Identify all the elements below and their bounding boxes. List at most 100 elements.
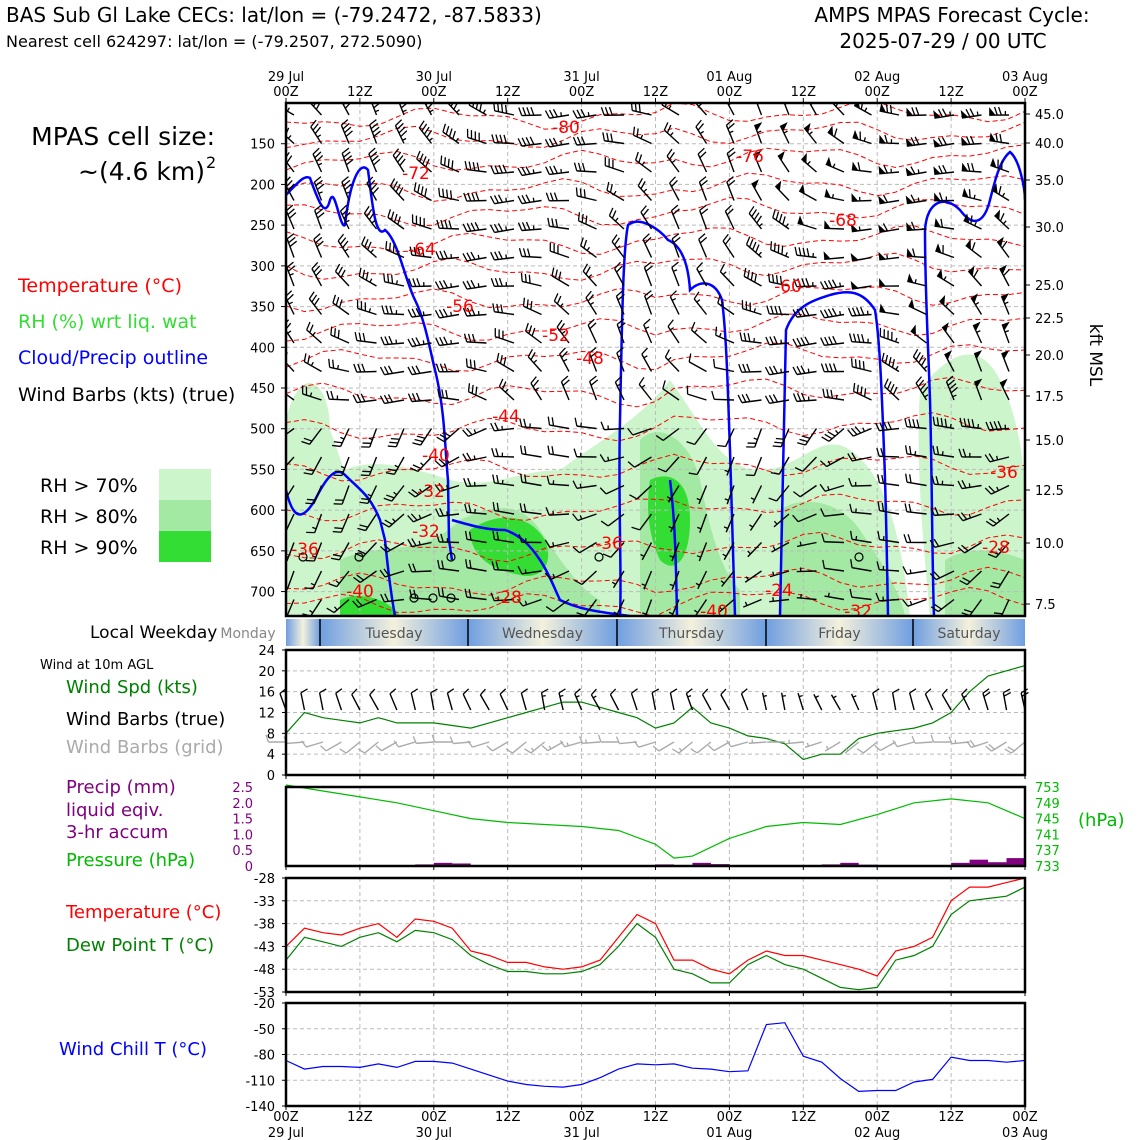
upper-wind-barb bbox=[599, 454, 606, 462]
upper-wind-barb bbox=[604, 456, 625, 463]
upper-wind-barb bbox=[934, 453, 955, 458]
upper-wind-barb bbox=[549, 114, 570, 119]
upper-wind-barb bbox=[634, 151, 639, 161]
upper-wind-barb bbox=[916, 419, 920, 428]
upper-wind-barb bbox=[330, 557, 340, 561]
upper-wind-barb bbox=[797, 278, 802, 287]
surface-grid-wind-barb bbox=[547, 741, 564, 752]
upper-wind-barb bbox=[521, 453, 542, 458]
upper-wind-barb bbox=[329, 366, 350, 373]
upper-wind-barb bbox=[989, 518, 997, 525]
upper-wind-barb bbox=[330, 326, 333, 336]
surface-wind-barb bbox=[389, 688, 397, 695]
surface-grid-wind-barb bbox=[948, 736, 953, 744]
upper-wind-barb bbox=[796, 337, 802, 347]
upper-wind-barb bbox=[917, 379, 925, 388]
cloud-outline-path bbox=[451, 518, 631, 616]
upper-wind-barb bbox=[381, 305, 385, 314]
upper-wind-barb bbox=[523, 418, 527, 428]
upper-wind-barb bbox=[397, 91, 404, 96]
upper-wind-barb bbox=[466, 285, 487, 290]
upper-wind-barb bbox=[448, 220, 452, 229]
upper-wind-barb bbox=[530, 382, 543, 401]
upper-wind-barb bbox=[663, 129, 680, 145]
upper-wind-barb bbox=[548, 109, 555, 118]
upper-wind-barb bbox=[517, 167, 523, 176]
upper-wind-barb bbox=[832, 363, 837, 372]
upper-wind-barb bbox=[849, 588, 853, 598]
surface-grid-wind-barb bbox=[615, 736, 621, 744]
upper-wind-barb bbox=[437, 587, 441, 597]
surface-grid-wind-barb bbox=[969, 739, 976, 747]
upper-wind-barb bbox=[549, 483, 570, 487]
upper-wind-barb bbox=[969, 108, 975, 117]
upper-wind-barb bbox=[940, 417, 944, 427]
upper-wind-barb bbox=[395, 280, 399, 285]
upper-wind-barb bbox=[959, 580, 968, 586]
rh-region bbox=[470, 517, 549, 576]
upper-wind-barb bbox=[357, 527, 366, 532]
upper-wind-barb bbox=[637, 178, 644, 187]
upper-wind-barb bbox=[525, 137, 531, 146]
upper-wind-barb bbox=[585, 290, 592, 299]
upper-wind-barb bbox=[549, 513, 570, 516]
upper-wind-barb bbox=[688, 361, 707, 373]
upper-wind-barb bbox=[643, 570, 653, 590]
upper-wind-barb bbox=[747, 550, 752, 555]
upper-wind-barb bbox=[671, 570, 680, 590]
surface-wind-barb bbox=[300, 688, 308, 694]
upper-wind-barb bbox=[492, 502, 496, 511]
upper-wind-barb bbox=[361, 243, 377, 259]
bottom-time-hour: 00Z bbox=[717, 1110, 743, 1125]
upper-wind-barb bbox=[563, 358, 568, 362]
surface-wind-barb bbox=[832, 695, 837, 699]
upper-wind-barb bbox=[993, 106, 998, 116]
surface-grid-wind-barb bbox=[892, 739, 898, 748]
upper-wind-barb bbox=[522, 280, 542, 287]
upper-wind-barb bbox=[771, 274, 775, 283]
upper-wind-barb bbox=[634, 456, 652, 468]
surface-grid-wind-barb bbox=[453, 741, 471, 745]
upper-wind-barb bbox=[934, 192, 941, 201]
upper-wind-barb bbox=[505, 197, 508, 202]
upper-wind-barb bbox=[857, 162, 861, 171]
top-time-hour: 00Z bbox=[864, 85, 890, 100]
upper-wind-barb bbox=[365, 513, 378, 531]
upper-wind-barb bbox=[984, 454, 991, 463]
upper-wind-barb bbox=[664, 349, 670, 358]
upper-wind-barb bbox=[358, 267, 362, 277]
upper-wind-barb bbox=[907, 598, 927, 607]
upper-wind-barb bbox=[688, 353, 692, 363]
upper-wind-barb bbox=[492, 303, 496, 312]
temperature-contour bbox=[286, 144, 1025, 171]
upper-wind-barb bbox=[379, 395, 386, 404]
surface-wind-barb bbox=[909, 688, 917, 694]
upper-wind-barb bbox=[764, 395, 771, 404]
upper-wind-barb bbox=[988, 453, 995, 462]
upper-wind-barb bbox=[973, 194, 976, 199]
upper-wind-barb bbox=[792, 338, 798, 347]
upper-wind-barb bbox=[753, 153, 763, 173]
upper-wind-barb bbox=[366, 182, 378, 201]
upper-wind-barb bbox=[552, 573, 556, 578]
upper-wind-barb bbox=[752, 241, 757, 251]
surface-wind-barb bbox=[319, 688, 327, 694]
pressure-tick-label: 200 bbox=[250, 178, 275, 193]
upper-wind-barb bbox=[309, 324, 314, 333]
upper-wind-barb bbox=[797, 513, 817, 523]
upper-wind-barb bbox=[697, 526, 702, 530]
upper-wind-barb bbox=[338, 299, 343, 308]
upper-wind-barb bbox=[493, 195, 500, 204]
surface-wind-barb bbox=[651, 692, 657, 711]
upper-wind-barb bbox=[447, 158, 450, 168]
upper-wind-barb bbox=[393, 456, 405, 475]
weekday-bar: Local Weekday Monday Tuesday Wednesday Thurs… bbox=[90, 619, 1025, 646]
upper-wind-barb bbox=[996, 455, 999, 461]
upper-wind-barb bbox=[970, 297, 983, 315]
upper-wind-barb bbox=[365, 271, 369, 281]
upper-wind-barb bbox=[419, 488, 423, 493]
upper-wind-barb bbox=[549, 541, 570, 548]
calm-wind-circle bbox=[446, 593, 456, 603]
upper-wind-barb bbox=[850, 223, 859, 232]
kft-tick-label: 12.5 bbox=[1035, 484, 1064, 499]
